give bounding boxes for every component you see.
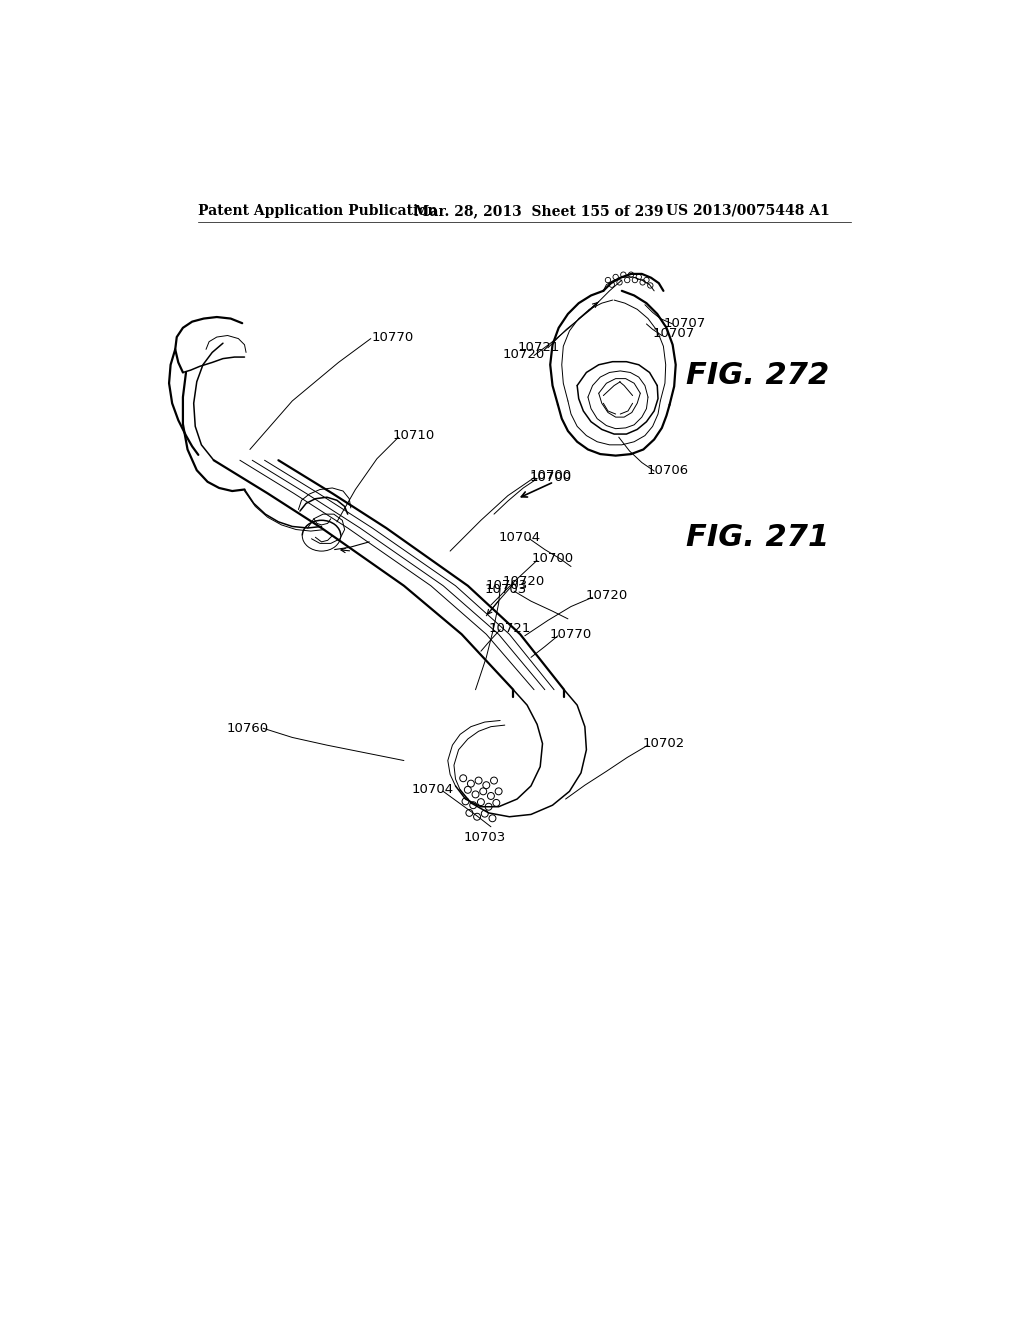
- Text: 10700: 10700: [529, 469, 571, 482]
- Text: 10703: 10703: [484, 583, 526, 597]
- Text: Patent Application Publication: Patent Application Publication: [199, 203, 438, 218]
- Text: 10703: 10703: [464, 832, 506, 843]
- Text: Mar. 28, 2013  Sheet 155 of 239: Mar. 28, 2013 Sheet 155 of 239: [414, 203, 664, 218]
- Text: 10721: 10721: [488, 622, 530, 635]
- Text: 10704: 10704: [499, 531, 541, 544]
- Text: 10710: 10710: [393, 429, 435, 442]
- Text: FIG. 272: FIG. 272: [686, 362, 829, 389]
- Text: 10760: 10760: [226, 722, 268, 735]
- Text: 10704: 10704: [412, 783, 454, 796]
- Text: 10770: 10770: [550, 628, 592, 640]
- Text: FIG. 271: FIG. 271: [686, 523, 829, 552]
- Text: 10770: 10770: [372, 330, 414, 343]
- Text: 10707: 10707: [653, 327, 695, 341]
- Text: 10720: 10720: [586, 589, 628, 602]
- Text: 10700: 10700: [529, 471, 572, 484]
- Text: 10702: 10702: [642, 737, 684, 750]
- Text: 10700: 10700: [531, 552, 573, 565]
- Text: 10706: 10706: [647, 463, 689, 477]
- Text: US 2013/0075448 A1: US 2013/0075448 A1: [666, 203, 829, 218]
- Text: 10707: 10707: [664, 317, 707, 330]
- Text: 10703: 10703: [485, 579, 527, 593]
- Text: 10720: 10720: [502, 348, 545, 362]
- Text: 10721: 10721: [517, 341, 560, 354]
- Text: 10720: 10720: [502, 576, 545, 589]
